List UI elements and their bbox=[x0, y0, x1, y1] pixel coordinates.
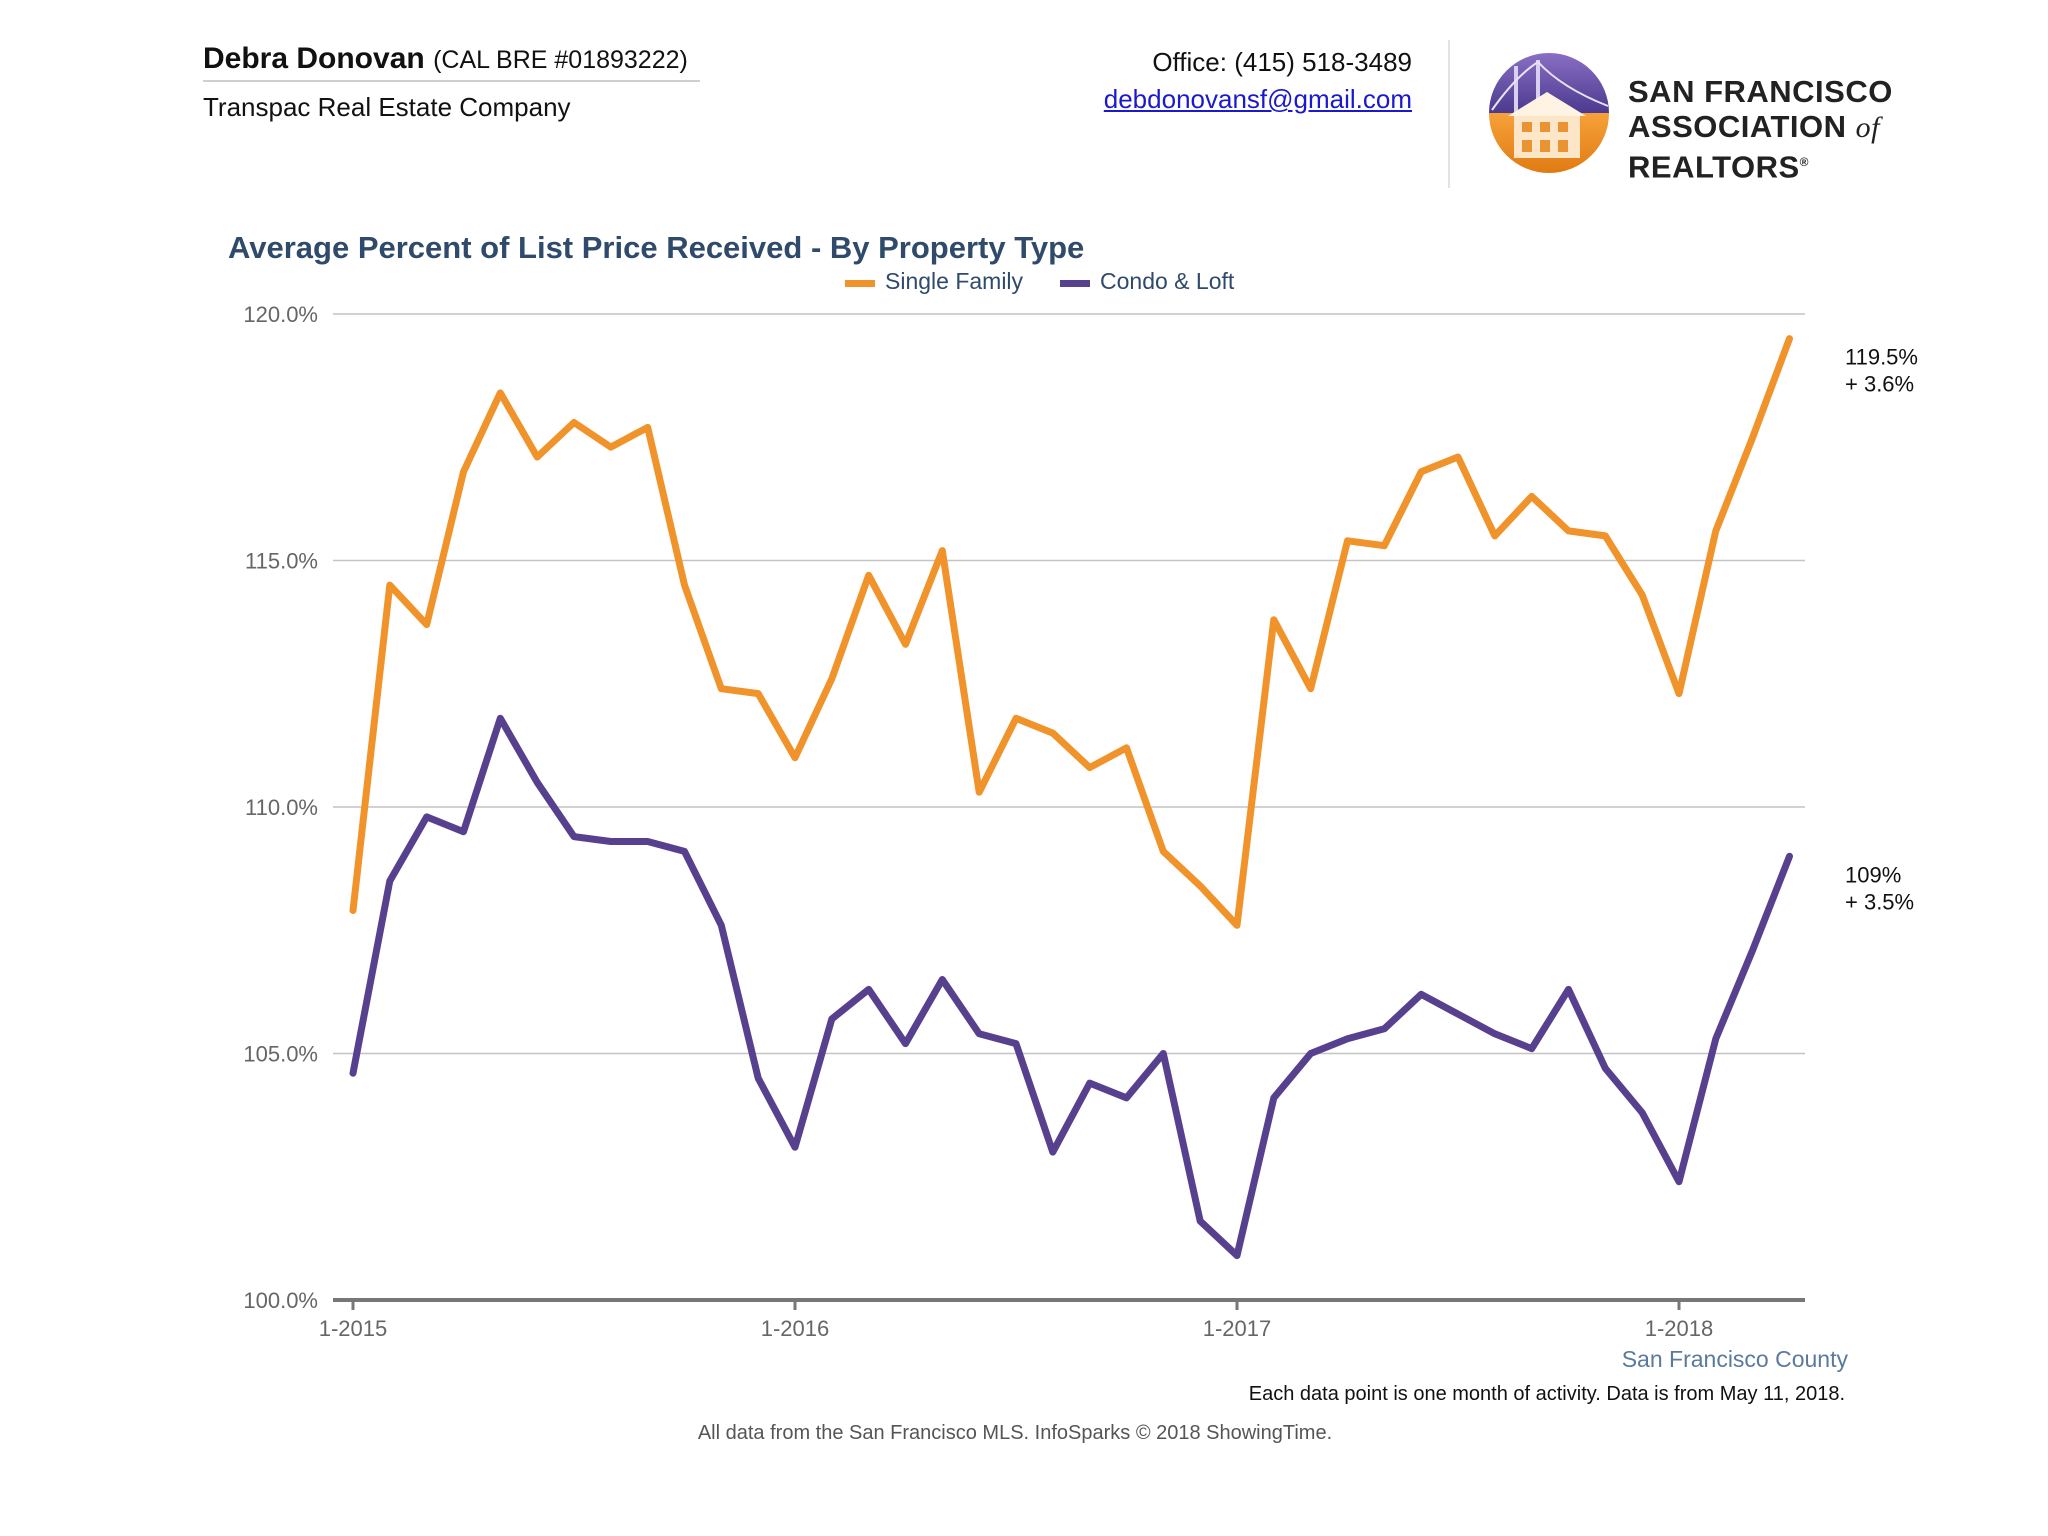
footer-source: All data from the San Francisco MLS. Inf… bbox=[698, 1422, 1332, 1444]
chart-title: Average Percent of List Price Received -… bbox=[228, 230, 1084, 265]
end-value-label: 119.5% bbox=[1845, 345, 1918, 370]
x-tick-label: 1-2018 bbox=[1645, 1316, 1714, 1341]
agent-info: Debra Donovan (CAL BRE #01893222) Transp… bbox=[203, 42, 700, 123]
logo-line2: ASSOCIATION of REALTORS® bbox=[1628, 109, 2048, 184]
sfar-logo-icon bbox=[1489, 53, 1609, 173]
logo-association: ASSOCIATION bbox=[1628, 109, 1847, 144]
agent-name: Debra Donovan bbox=[203, 42, 425, 75]
sfar-logo-text: SAN FRANCISCO ASSOCIATION of REALTORS® bbox=[1628, 74, 2048, 184]
agent-license: (CAL BRE #01893222) bbox=[433, 46, 688, 74]
logo-of: of bbox=[1855, 111, 1880, 144]
legend-swatch bbox=[845, 280, 875, 287]
legend-swatch bbox=[1060, 280, 1090, 287]
y-tick-label: 105.0% bbox=[243, 1042, 318, 1067]
email-link[interactable]: debdonovansf@gmail.com bbox=[1103, 84, 1412, 114]
legend-label: Condo & Loft bbox=[1100, 268, 1235, 294]
office-phone: Office: (415) 518-3489 bbox=[1152, 47, 1412, 77]
header-divider bbox=[1448, 40, 1450, 188]
x-tick-label: 1-2017 bbox=[1203, 1316, 1272, 1341]
contact-info: Office: (415) 518-3489 debdonovansf@gmai… bbox=[1104, 44, 1412, 118]
logo-registered: ® bbox=[1799, 155, 1809, 169]
change-label: + 3.5% bbox=[1845, 889, 1914, 914]
agent-company: Transpac Real Estate Company bbox=[203, 92, 571, 122]
x-tick-label: 1-2016 bbox=[761, 1316, 830, 1341]
y-tick-label: 115.0% bbox=[245, 549, 318, 574]
logo-realtors: REALTORS bbox=[1628, 149, 1800, 185]
change-label: + 3.6% bbox=[1845, 372, 1914, 397]
legend-label: Single Family bbox=[885, 268, 1024, 294]
end-value-label: 109% bbox=[1845, 862, 1901, 887]
y-tick-label: 100.0% bbox=[243, 1288, 318, 1313]
region-label: San Francisco County bbox=[1622, 1346, 1849, 1372]
condo-loft-line bbox=[349, 714, 1793, 1260]
logo-line1: SAN FRANCISCO bbox=[1628, 74, 1893, 109]
x-tick-label: 1-2015 bbox=[319, 1316, 388, 1341]
data-note: Each data point is one month of activity… bbox=[1249, 1383, 1845, 1405]
agent-name-line: Debra Donovan (CAL BRE #01893222) bbox=[203, 42, 700, 82]
single-family-line bbox=[349, 335, 1793, 929]
y-tick-label: 110.0% bbox=[245, 795, 318, 820]
y-tick-label: 120.0% bbox=[243, 302, 318, 327]
